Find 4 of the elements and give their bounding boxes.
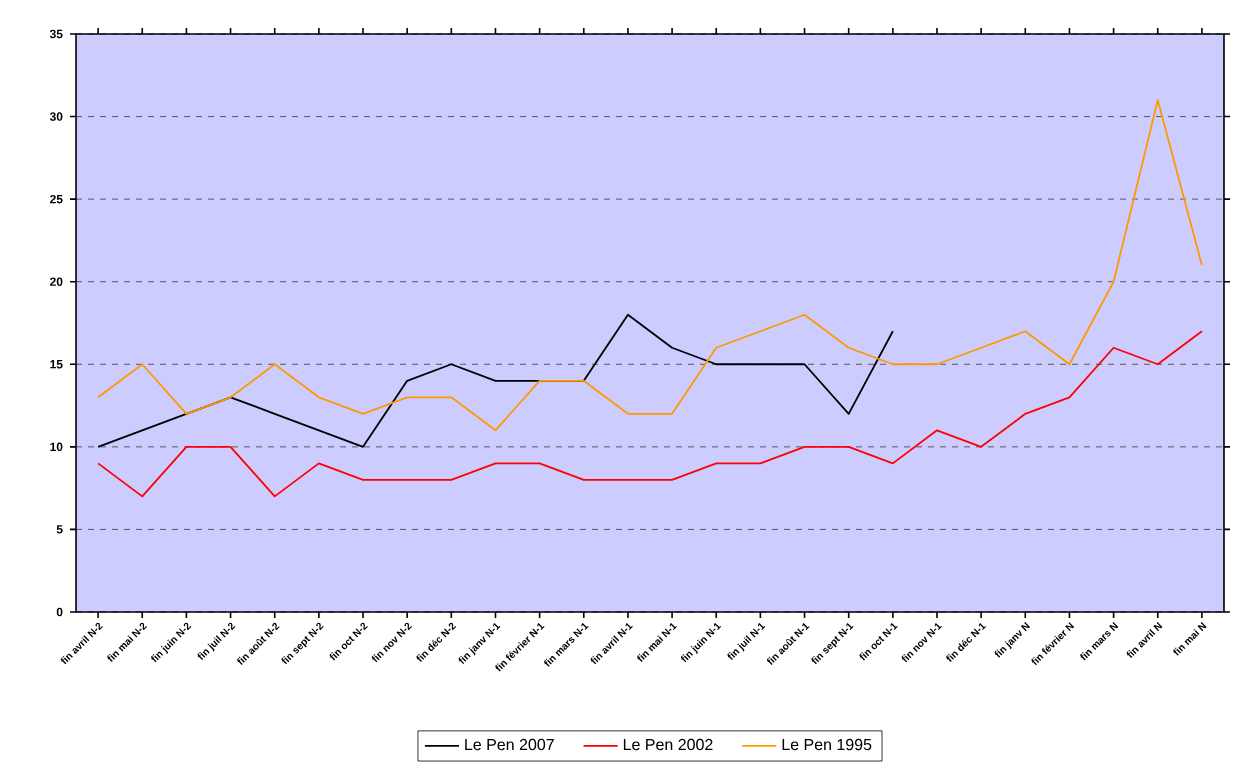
legend-label: Le Pen 1995	[782, 738, 872, 751]
legend-label: Le Pen 2007	[465, 738, 554, 751]
legend-label: Le Pen 2002	[623, 738, 713, 751]
line-series	[97, 99, 1203, 432]
